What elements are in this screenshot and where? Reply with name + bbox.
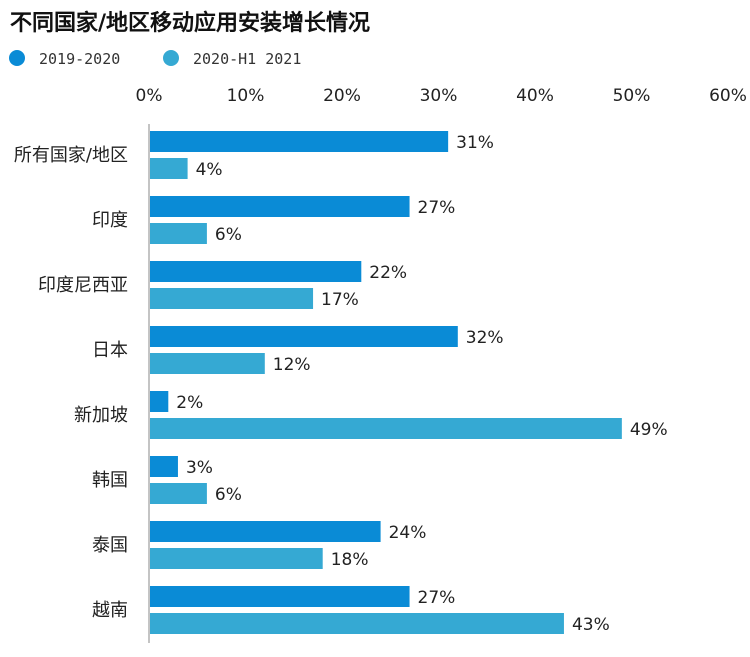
bar [150, 418, 622, 439]
legend-marker [9, 50, 25, 66]
bar [150, 261, 362, 282]
bar-value-label: 2% [176, 393, 203, 413]
legend-label: 2019-2020 [39, 50, 120, 68]
legend: 2019-2020 2020-H1 2021 [9, 50, 301, 68]
bar [150, 391, 169, 412]
legend-marker [163, 50, 179, 66]
category-label: 越南 [92, 600, 128, 621]
bar-value-label: 18% [331, 550, 369, 570]
bar [150, 483, 207, 504]
x-tick-label: 20% [323, 86, 361, 106]
bar-value-label: 24% [389, 523, 427, 543]
x-tick-label: 30% [420, 86, 458, 106]
bar [150, 548, 323, 569]
category-label: 印度 [92, 210, 128, 231]
bar-value-label: 22% [369, 263, 407, 283]
bar-value-label: 4% [196, 160, 223, 180]
bar [150, 326, 458, 347]
bar-value-label: 17% [321, 290, 359, 310]
x-axis: 0% 10% 20% 30% 40% 50% 60% [136, 86, 747, 643]
category-label: 泰国 [92, 535, 128, 556]
x-tick-label: 60% [709, 86, 747, 106]
legend-label: 2020-H1 2021 [193, 50, 301, 68]
category-label: 韩国 [92, 470, 128, 491]
category-label: 印度尼西亚 [38, 275, 128, 296]
bar [150, 613, 564, 634]
plot-area: 所有国家/地区 31% 4% 印度 27% 6% 印度尼西亚 22% 17% 日本 32% 12% 新加… [14, 131, 668, 635]
bar [150, 288, 314, 309]
bar [150, 158, 188, 179]
x-tick-label: 0% [136, 86, 163, 106]
x-tick-label: 10% [227, 86, 265, 106]
bar-value-label: 27% [418, 588, 456, 608]
bar [150, 223, 207, 244]
bar [150, 353, 265, 374]
bar-value-label: 31% [456, 133, 494, 153]
bar-value-label: 12% [273, 355, 311, 375]
bar-value-label: 27% [418, 198, 456, 218]
bar [150, 456, 178, 477]
chart-title: 不同国家/地区移动应用安装增长情况 [10, 10, 370, 36]
x-tick-label: 40% [516, 86, 554, 106]
category-label: 新加坡 [74, 405, 128, 426]
x-tick-label: 50% [613, 86, 651, 106]
bar [150, 586, 410, 607]
bar-value-label: 6% [215, 485, 242, 505]
bar-value-label: 32% [466, 328, 504, 348]
category-label: 日本 [92, 340, 128, 361]
bar-value-label: 49% [630, 420, 668, 440]
bar [150, 196, 410, 217]
bar-value-label: 3% [186, 458, 213, 478]
bar-value-label: 43% [572, 615, 610, 635]
category-label: 所有国家/地区 [14, 145, 128, 166]
bar-value-label: 6% [215, 225, 242, 245]
bar [150, 521, 381, 542]
bar [150, 131, 449, 152]
